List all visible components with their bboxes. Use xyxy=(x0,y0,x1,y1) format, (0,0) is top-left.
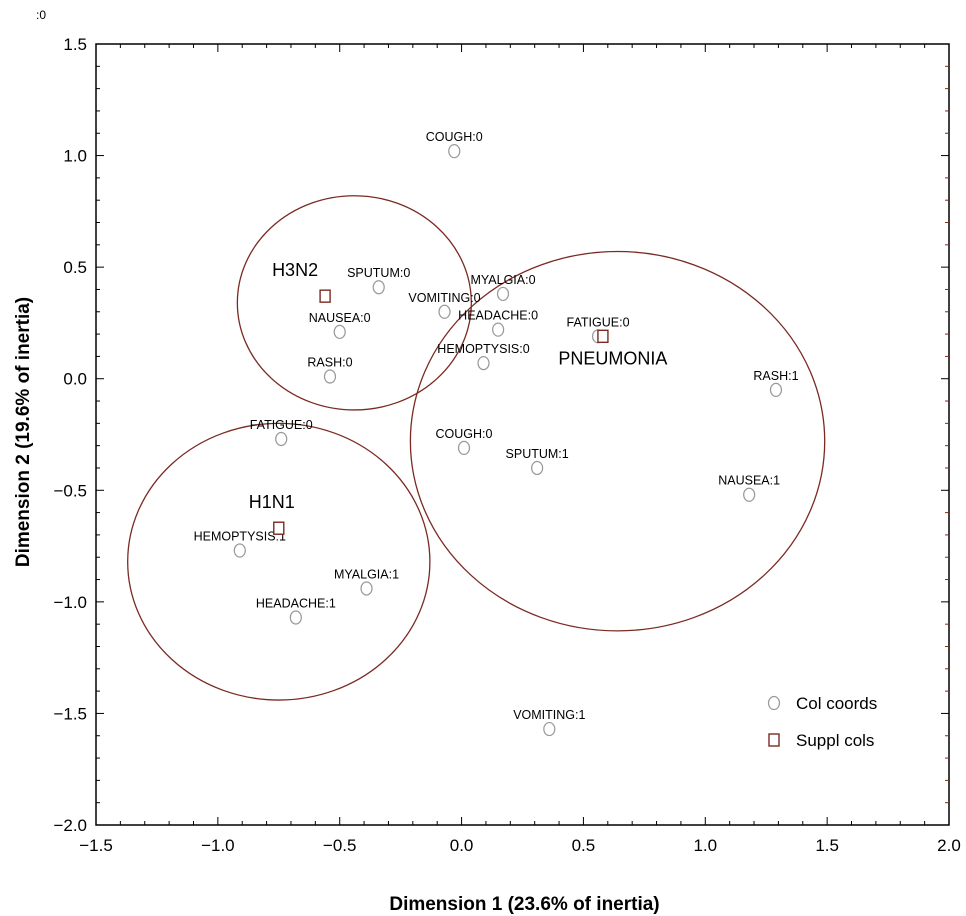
point-headache-1 xyxy=(289,610,302,625)
x-tick-label: −1.5 xyxy=(79,836,113,855)
x-tick-label: 1.0 xyxy=(693,836,717,855)
point-cough-0 xyxy=(457,440,471,455)
y-tick-label: 1.0 xyxy=(63,147,87,166)
plot-frame xyxy=(95,43,950,826)
x-axis-label: Dimension 1 (23.6% of inertia) xyxy=(389,894,660,915)
point-nausea-0 xyxy=(333,324,346,339)
group-label: H1N1 xyxy=(249,492,295,512)
point-vomiting-1 xyxy=(543,721,556,737)
point-label: VOMITING:1 xyxy=(513,708,585,722)
point-label: SPUTUM:0 xyxy=(347,266,410,280)
y-tick-label: −1.5 xyxy=(53,704,87,723)
suppl-point-h3n2 xyxy=(319,289,331,303)
y-tick-label: 0.0 xyxy=(63,370,87,389)
x-tick-label: 1.5 xyxy=(815,836,839,855)
group-circle-h3n2 xyxy=(236,195,472,411)
point-label: MYALGIA:1 xyxy=(334,567,399,581)
point-label: NAUSEA:0 xyxy=(309,311,371,325)
point-vomiting-0 xyxy=(438,304,451,319)
x-tick-label: −0.5 xyxy=(323,836,357,855)
point-headache-0 xyxy=(492,322,505,337)
y-tick-label: 1.5 xyxy=(63,35,87,54)
legend-square-marker xyxy=(768,733,780,747)
x-tick-label: −1.0 xyxy=(201,836,235,855)
suppl-point-pneumonia xyxy=(597,329,609,344)
y-axis-label: Dimension 2 (19.6% of inertia) xyxy=(13,296,34,568)
point-hemoptysis-0 xyxy=(477,355,490,371)
point-label: HEMOPTYSIS:0 xyxy=(437,342,529,356)
point-sputum-1 xyxy=(531,460,544,476)
point-fatigue-0 xyxy=(275,431,288,447)
x-tick-label: 2.0 xyxy=(937,836,961,855)
y-tick-label: −1.0 xyxy=(53,593,87,612)
point-label: RASH:1 xyxy=(753,369,798,383)
group-label: H3N2 xyxy=(272,260,318,280)
legend-circle-marker xyxy=(767,695,781,711)
legend-item-suppl-cols: Suppl cols xyxy=(796,731,874,750)
group-circle-h1n1 xyxy=(127,422,431,701)
group-circle-pneumonia xyxy=(409,250,826,632)
point-label: HEMOPTYSIS:1 xyxy=(194,530,286,544)
suppl-point-h1n1 xyxy=(273,521,285,535)
x-tick-label: 0.0 xyxy=(450,836,474,855)
corner-label: :0 xyxy=(36,8,47,22)
point-label: COUGH:0 xyxy=(426,130,483,144)
point-label: COUGH:0 xyxy=(436,427,493,441)
point-myalgia-1 xyxy=(360,581,373,596)
point-cough-0 xyxy=(448,144,461,159)
point-label: VOMITING:0 xyxy=(408,291,480,305)
point-sputum-0 xyxy=(372,280,385,295)
point-myalgia-0 xyxy=(496,286,510,302)
y-tick-label: 0.5 xyxy=(63,258,87,277)
x-tick-label: 0.5 xyxy=(572,836,596,855)
point-label: NAUSEA:1 xyxy=(718,474,780,488)
point-label: HEADACHE:1 xyxy=(256,596,336,610)
point-label: SPUTUM:1 xyxy=(506,447,569,461)
group-label: PNEUMONIA xyxy=(558,348,667,368)
y-tick-label: −0.5 xyxy=(53,481,87,500)
point-rash-1 xyxy=(769,382,783,397)
point-label: MYALGIA:0 xyxy=(470,273,535,287)
legend-item-col-coords: Col coords xyxy=(796,694,877,713)
y-tick-label: −2.0 xyxy=(53,816,87,835)
point-label: FATIGUE:0 xyxy=(567,315,630,329)
point-rash-0 xyxy=(323,369,337,384)
point-hemoptysis-1 xyxy=(233,543,246,558)
point-nausea-1 xyxy=(743,487,756,502)
point-label: HEADACHE:0 xyxy=(458,309,538,323)
point-label: RASH:0 xyxy=(307,355,352,369)
point-label: FATIGUE:0 xyxy=(250,418,313,432)
